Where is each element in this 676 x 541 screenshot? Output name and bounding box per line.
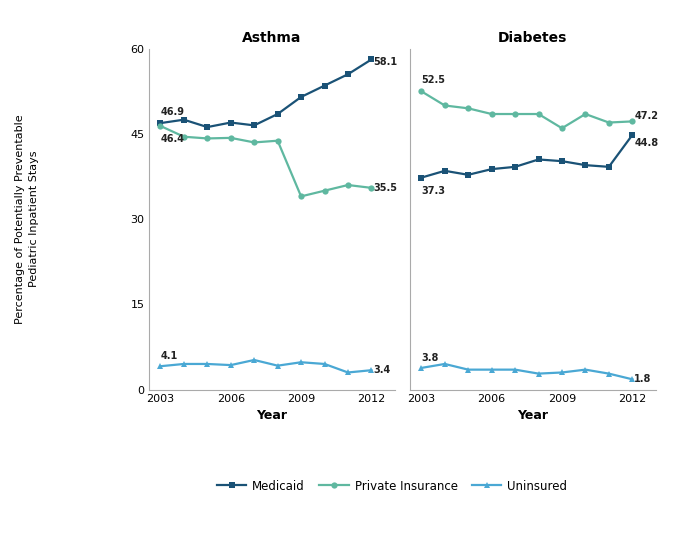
Title: Diabetes: Diabetes [498,31,567,45]
Text: 35.5: 35.5 [373,183,397,193]
Text: 4.1: 4.1 [160,352,178,361]
X-axis label: Year: Year [256,409,287,422]
Text: 3.8: 3.8 [421,353,439,363]
Title: Asthma: Asthma [242,31,301,45]
Text: 46.9: 46.9 [160,107,185,116]
Text: 37.3: 37.3 [421,186,445,195]
Legend: Medicaid, Private Insurance, Uninsured: Medicaid, Private Insurance, Uninsured [212,475,572,497]
Text: 3.4: 3.4 [373,365,391,375]
Text: Percentage of Potentially Preventable
Pediatric Inpatient Stays: Percentage of Potentially Preventable Pe… [16,114,39,324]
X-axis label: Year: Year [517,409,548,422]
Text: 46.4: 46.4 [160,134,185,144]
Text: 47.2: 47.2 [634,110,658,121]
Text: 52.5: 52.5 [421,75,445,85]
Text: 1.8: 1.8 [634,374,652,384]
Text: 58.1: 58.1 [373,57,397,67]
Text: 44.8: 44.8 [634,138,658,148]
